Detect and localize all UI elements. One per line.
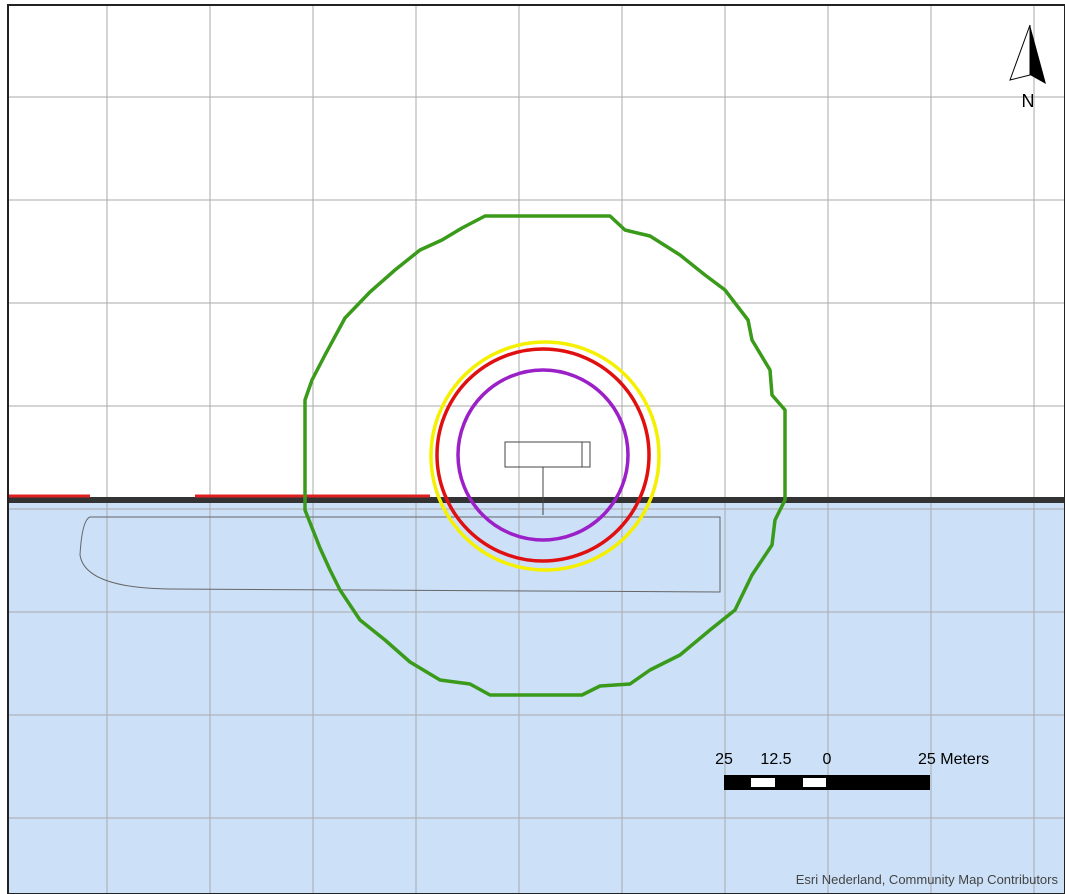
ship-outline bbox=[79, 516, 721, 593]
scale-label: 25 bbox=[715, 751, 733, 768]
grid bbox=[8, 5, 1065, 894]
attribution: Esri Nederland, Community Map Contributo… bbox=[796, 872, 1059, 887]
buffer-purple bbox=[456, 368, 630, 542]
building bbox=[504, 441, 591, 468]
scale-bar-segment bbox=[751, 778, 775, 787]
buffer-red bbox=[435, 347, 651, 563]
north-arrow: N bbox=[1009, 24, 1046, 111]
north-arrow-right bbox=[1030, 25, 1046, 84]
scale-label: 12.5 bbox=[760, 751, 791, 768]
scale-bar: 25 12.5 0 25 Meters bbox=[715, 751, 989, 790]
north-label: N bbox=[1022, 91, 1035, 111]
buffer-green bbox=[303, 214, 787, 697]
map-frame bbox=[7, 4, 1065, 894]
scale-label: 25 Meters bbox=[918, 751, 989, 768]
scale-bar-segment bbox=[803, 778, 826, 787]
buffer-yellow bbox=[429, 340, 661, 572]
north-arrow-left bbox=[1009, 24, 1031, 81]
water bbox=[8, 502, 1065, 894]
scale-label: 0 bbox=[823, 751, 832, 768]
scale-bar-base bbox=[724, 775, 930, 790]
